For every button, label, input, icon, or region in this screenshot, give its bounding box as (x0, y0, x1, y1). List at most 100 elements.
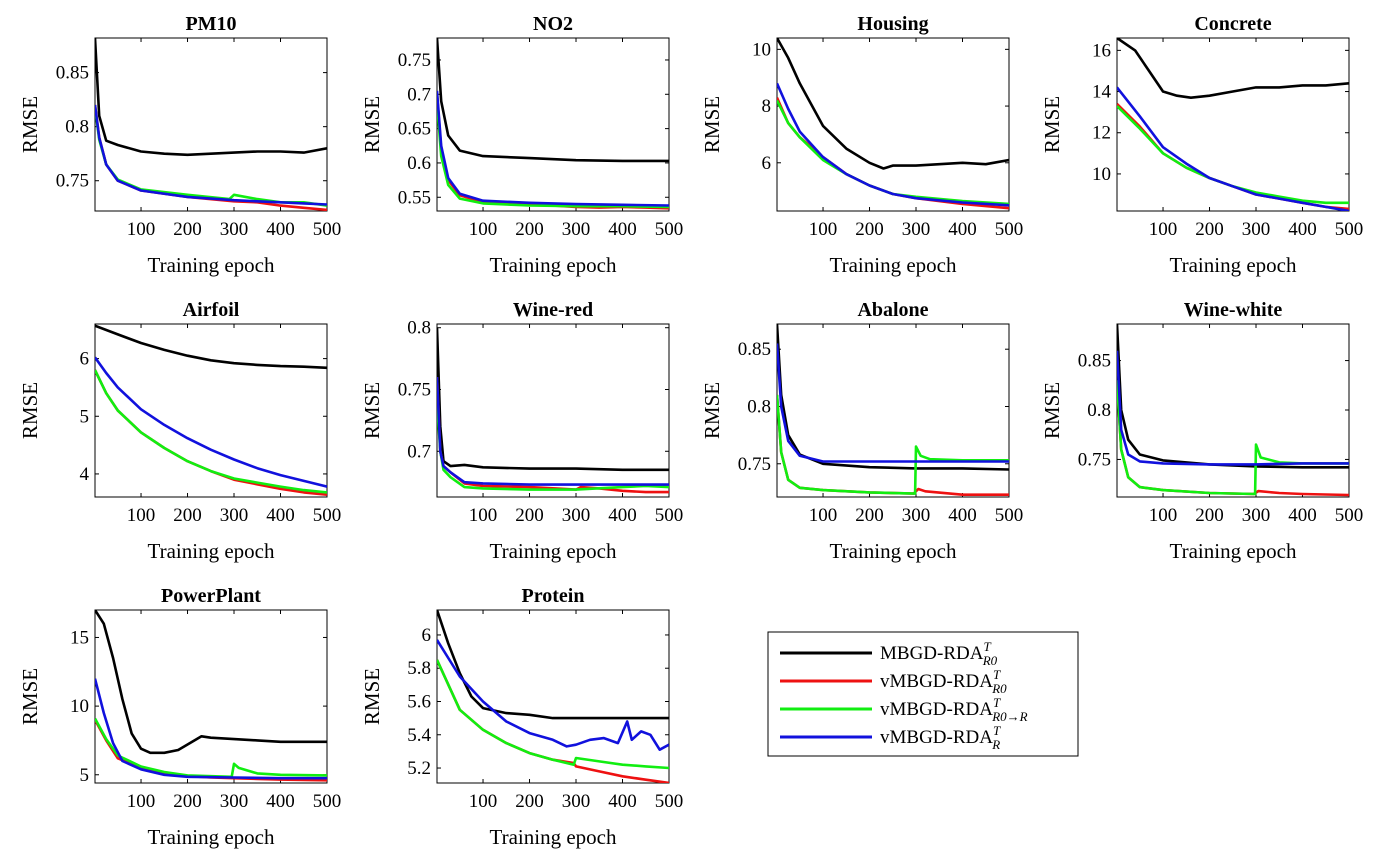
x-tick-label: 100 (809, 219, 838, 240)
legend-entry: MBGD-RDAT R0 (780, 639, 998, 668)
y-tick-label: 6 (80, 349, 90, 370)
series-line-3 (1117, 350, 1349, 466)
panel-pm10: PM10 100 200 300 400 500 0.75 0.8 0.85 Training e… (18, 13, 341, 277)
plot-area (94, 609, 328, 784)
y-tick-label: 16 (1092, 40, 1111, 61)
series-line-0 (95, 610, 327, 755)
y-axis-label: RMSE (18, 382, 42, 439)
x-axis-label: Training epoch (490, 825, 617, 849)
x-tick-label: 300 (220, 791, 249, 812)
panel-title: Protein (522, 585, 585, 607)
x-axis-label: Training epoch (490, 539, 617, 563)
y-tick-label: 0.7 (407, 441, 431, 462)
y-tick-label: 10 (1092, 164, 1111, 185)
x-axis-label: Training epoch (1170, 539, 1297, 563)
x-tick-label: 100 (127, 505, 156, 526)
legend-entry: vMBGD-RDAT R (780, 723, 1001, 752)
x-tick-label: 500 (1335, 219, 1364, 240)
y-tick-label: 5.8 (407, 658, 431, 679)
series-line-2 (777, 394, 1009, 495)
x-tick-label: 500 (1335, 505, 1364, 526)
y-axis-label: RMSE (360, 96, 384, 153)
x-tick-label: 300 (902, 505, 931, 526)
x-tick-label: 500 (655, 219, 684, 240)
panel-protein: Protein 100 200 300 400 500 5.2 5.4 5.6 5.8 6 Train… (360, 585, 683, 849)
y-tick-label: 0.75 (398, 379, 431, 400)
y-tick-label: 0.85 (738, 339, 771, 360)
x-tick-label: 100 (809, 505, 838, 526)
y-tick-label: 15 (70, 627, 89, 648)
x-axis-label: Training epoch (490, 253, 617, 277)
x-tick-label: 200 (515, 505, 544, 526)
series-line-0 (95, 38, 327, 157)
series-line-3 (437, 90, 669, 207)
series-group (437, 327, 669, 494)
series-line-2 (95, 369, 327, 494)
series-line-0 (437, 327, 669, 472)
series-line-3 (1117, 86, 1349, 211)
series-line-3 (95, 356, 327, 488)
x-tick-label: 300 (562, 791, 591, 812)
panel-housing: Housing 100 200 300 400 500 6 8 10 Training epoch… (700, 13, 1023, 277)
plot-area (436, 37, 670, 212)
panel-airfoil: Airfoil 100 200 300 400 500 4 5 6 Training epoch R… (18, 299, 341, 563)
x-tick-label: 100 (469, 505, 498, 526)
series-group (95, 38, 327, 211)
x-tick-label: 200 (173, 791, 202, 812)
y-tick-label: 0.75 (1078, 449, 1111, 470)
x-tick-label: 500 (313, 219, 342, 240)
panel-title: PowerPlant (161, 585, 261, 607)
series-line-3 (777, 343, 1009, 463)
series-line-3 (437, 377, 669, 486)
x-tick-label: 400 (608, 791, 637, 812)
x-tick-label: 500 (313, 791, 342, 812)
x-tick-label: 300 (902, 219, 931, 240)
x-tick-label: 500 (995, 219, 1024, 240)
panel-title: Abalone (857, 299, 928, 321)
series-line-3 (777, 82, 1009, 207)
panel-title: Concrete (1194, 13, 1271, 35)
x-axis-label: Training epoch (148, 825, 275, 849)
y-tick-label: 6 (762, 153, 772, 174)
y-tick-label: 0.8 (1087, 400, 1111, 421)
x-tick-label: 100 (127, 791, 156, 812)
x-tick-label: 200 (1195, 219, 1224, 240)
panel-wine-white: Wine-white 100 200 300 400 500 0.75 0.8 0.85 Trai… (1040, 299, 1363, 563)
legend-label: vMBGD-RDAT R0 (880, 667, 1007, 696)
x-tick-label: 200 (173, 219, 202, 240)
y-tick-label: 6 (422, 625, 432, 646)
y-axis-label: RMSE (18, 668, 42, 725)
plot-area (1116, 323, 1350, 498)
plot-area (94, 323, 328, 498)
panel-title: Airfoil (183, 299, 240, 321)
plot-area (776, 37, 1010, 212)
panel-wine-red: Wine-red 100 200 300 400 500 0.7 0.75 0.8 Trainin… (360, 299, 683, 563)
x-tick-label: 400 (266, 791, 295, 812)
series-line-2 (437, 659, 669, 770)
x-tick-label: 200 (855, 505, 884, 526)
x-axis-label: Training epoch (148, 539, 275, 563)
panel-title: Wine-white (1184, 299, 1283, 321)
plot-area (94, 37, 328, 212)
x-tick-label: 400 (1288, 505, 1317, 526)
y-axis-label: RMSE (700, 96, 724, 153)
y-tick-label: 12 (1092, 123, 1111, 144)
series-line-3 (95, 678, 327, 780)
y-tick-label: 0.65 (398, 119, 431, 140)
panel-no2: NO2 100 200 300 400 500 0.55 0.6 0.65 0.7 0.75 Trai… (360, 13, 683, 277)
plot-area (1116, 37, 1350, 212)
x-tick-label: 500 (655, 791, 684, 812)
y-tick-label: 8 (762, 96, 772, 117)
x-tick-label: 100 (469, 791, 498, 812)
x-axis-label: Training epoch (148, 253, 275, 277)
y-tick-label: 0.75 (398, 50, 431, 71)
series-group (777, 324, 1009, 496)
y-tick-label: 0.85 (56, 63, 89, 84)
x-tick-label: 200 (1195, 505, 1224, 526)
x-axis-label: Training epoch (830, 253, 957, 277)
x-tick-label: 200 (855, 219, 884, 240)
y-axis-label: RMSE (18, 96, 42, 153)
x-tick-label: 300 (220, 505, 249, 526)
y-axis-label: RMSE (1040, 96, 1064, 153)
